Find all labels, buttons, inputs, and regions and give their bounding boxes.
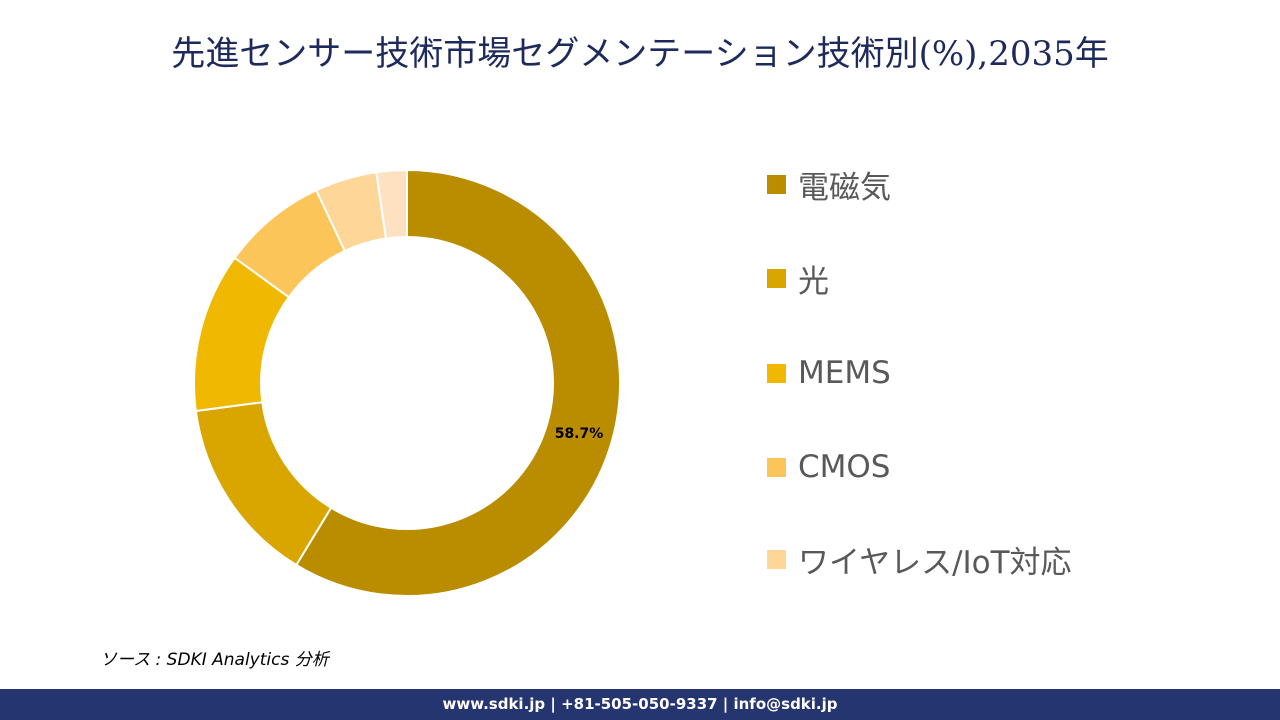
data-label-electromagnetic: 58.7% <box>555 426 604 442</box>
footer-contact-bar: www.sdki.jp | +81-505-050-9337 | info@sd… <box>0 689 1280 720</box>
legend-item-cmos: CMOS <box>767 447 890 487</box>
legend-swatch <box>767 363 786 383</box>
legend-item-optical: 光 <box>767 258 829 300</box>
donut-slice <box>294 168 621 597</box>
legend-swatch <box>767 457 786 477</box>
legend-swatch <box>767 549 786 569</box>
legend-label: MEMS <box>798 355 891 391</box>
legend-item-electromagnetic: 電磁気 <box>767 164 891 206</box>
legend-label: 光 <box>798 263 829 300</box>
legend-label: CMOS <box>798 449 891 485</box>
donut-slice <box>375 168 408 240</box>
legend-item-wireless-iot: ワイヤレス/IoT対応 <box>767 539 1072 581</box>
legend-label: 電磁気 <box>798 169 891 206</box>
donut-slice <box>194 401 333 567</box>
source-note: ソース : SDKI Analytics 分析 <box>100 650 329 670</box>
legend-swatch <box>767 174 786 194</box>
legend-swatch <box>767 268 786 288</box>
chart-title: 先進センサー技術市場セグメンテーション技術別(%),2035年 <box>171 34 1109 74</box>
legend-label: ワイヤレス/IoT対応 <box>798 544 1072 581</box>
legend-item-mems: MEMS <box>767 353 891 393</box>
